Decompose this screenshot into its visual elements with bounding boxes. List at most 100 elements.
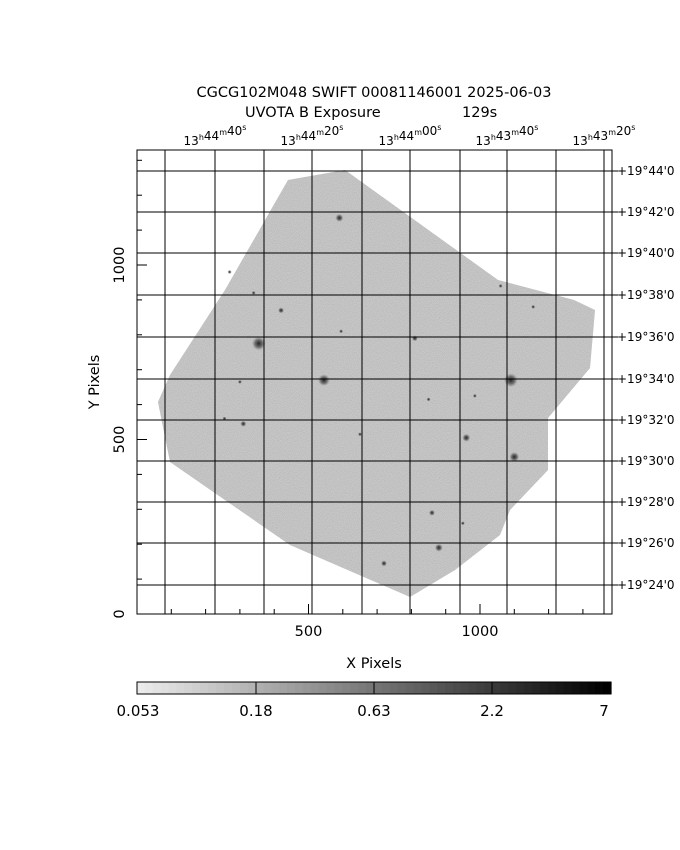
point-source — [335, 213, 344, 222]
sky-image — [137, 150, 612, 614]
colorbar-label: 0.18 — [239, 702, 272, 720]
colorbar-segment — [429, 682, 438, 694]
ra-tick-label: 13h43m20s — [573, 123, 636, 148]
point-source — [472, 393, 477, 398]
colorbar-segment — [310, 682, 320, 694]
colorbar-segment — [255, 682, 264, 694]
ra-axis-labels: 13h44m40s 13h44m20s 13h44m00s 13h43m40s 13h4… — [184, 123, 636, 148]
point-source — [339, 329, 344, 334]
dec-tick-label: +19°40'0 — [617, 246, 675, 260]
point-source — [237, 379, 242, 384]
y-tick-label: 1000 — [112, 247, 128, 284]
colorbar-segment — [437, 682, 446, 694]
colorbar-segment — [302, 682, 312, 694]
colorbar-segment — [532, 682, 541, 694]
x-axis-ticks: 500 1000 — [170, 604, 584, 640]
colorbar-segment — [500, 682, 509, 694]
ra-tick-label: 13h43m40s — [476, 123, 539, 148]
colorbar-segment — [508, 682, 517, 694]
dec-tick-label: +19°34'0 — [617, 372, 675, 386]
point-sources — [222, 213, 536, 567]
point-source — [498, 283, 503, 288]
colorbar-segment — [413, 682, 422, 694]
exposure-label: UVOTA B Exposure — [245, 105, 381, 121]
point-source — [426, 397, 431, 402]
colorbar-segment — [381, 682, 391, 694]
plot-frame — [136, 149, 613, 615]
point-source — [509, 451, 520, 462]
colorbar-segment — [216, 682, 225, 694]
colorbar-segment — [563, 682, 573, 694]
y-axis-ticks: 0 500 1000 — [112, 159, 147, 619]
colorbar-segment — [192, 682, 201, 694]
colorbar-segment — [587, 682, 596, 694]
colorbar-segment — [516, 682, 525, 694]
dec-tick-label: +19°32'0 — [617, 413, 675, 427]
colorbar-segment — [358, 682, 367, 694]
colorbar-segment — [152, 682, 162, 694]
colorbar-segment — [389, 682, 399, 694]
point-source — [531, 304, 536, 309]
dec-tick-label: +19°42'0 — [617, 205, 675, 219]
x-tick-label: 1000 — [462, 624, 499, 640]
colorbar — [137, 682, 612, 694]
colorbar-segment — [223, 682, 233, 694]
point-source — [227, 269, 232, 274]
colorbar-segment — [571, 682, 580, 694]
colorbar-segment — [295, 682, 304, 694]
colorbar-segment — [421, 682, 430, 694]
colorbar-segment — [579, 682, 588, 694]
colorbar-segment — [144, 682, 154, 694]
dec-tick-label: +19°26'0 — [617, 536, 675, 550]
colorbar-segment — [468, 682, 478, 694]
colorbar-segment — [595, 682, 604, 694]
colorbar-segment — [342, 682, 351, 694]
colorbar-label: 2.2 — [480, 702, 504, 720]
colorbar-segment — [350, 682, 359, 694]
point-source — [434, 543, 443, 552]
colorbar-segment — [279, 682, 288, 694]
ra-tick-label: 13h44m00s — [379, 123, 442, 148]
point-source — [240, 420, 247, 427]
colorbar-segment — [445, 682, 454, 694]
colorbar-segment — [247, 682, 257, 694]
colorbar-segment — [405, 682, 415, 694]
dec-tick-label: +19°44'0 — [617, 164, 675, 178]
colorbar-segment — [453, 682, 462, 694]
colorbar-segment — [200, 682, 209, 694]
y-tick-label: 500 — [112, 426, 128, 454]
point-source — [428, 509, 435, 516]
point-source — [411, 335, 418, 342]
dec-tick-label: +19°36'0 — [617, 330, 675, 344]
colorbar-segment — [318, 682, 328, 694]
y-tick-label: 0 — [112, 609, 128, 618]
colorbar-frame — [136, 681, 612, 695]
point-source — [460, 521, 465, 526]
colorbar-label: 0.053 — [117, 702, 160, 720]
colorbar-segment — [334, 682, 343, 694]
colorbar-segment — [547, 682, 557, 694]
point-source — [317, 374, 330, 387]
dec-axis-labels: +19°44'0 +19°42'0 +19°40'0 +19°38'0 +19°36'0… — [612, 164, 675, 592]
colorbar-segment — [326, 682, 336, 694]
point-source — [251, 290, 256, 295]
point-source — [278, 307, 285, 314]
dec-tick-label: +19°30'0 — [617, 454, 675, 468]
colorbar-segment — [271, 682, 280, 694]
ra-tick-label: 13h44m40s — [184, 123, 247, 148]
point-source — [503, 373, 518, 388]
colorbar-segment — [460, 682, 470, 694]
dec-tick-label: +19°38'0 — [617, 288, 675, 302]
colorbar-segment — [263, 682, 272, 694]
colorbar-segment — [168, 682, 178, 694]
colorbar-segment — [160, 682, 170, 694]
x-axis-title: X Pixels — [346, 656, 402, 672]
colorbar-label: 7 — [599, 702, 609, 720]
point-source — [380, 560, 387, 567]
colorbar-segment — [231, 682, 241, 694]
dec-tick-label: +19°28'0 — [617, 495, 675, 509]
colorbar-segment — [374, 682, 383, 694]
y-axis-title: Y Pixels — [87, 355, 103, 411]
colorbar-segment — [208, 682, 217, 694]
colorbar-segment — [366, 682, 375, 694]
